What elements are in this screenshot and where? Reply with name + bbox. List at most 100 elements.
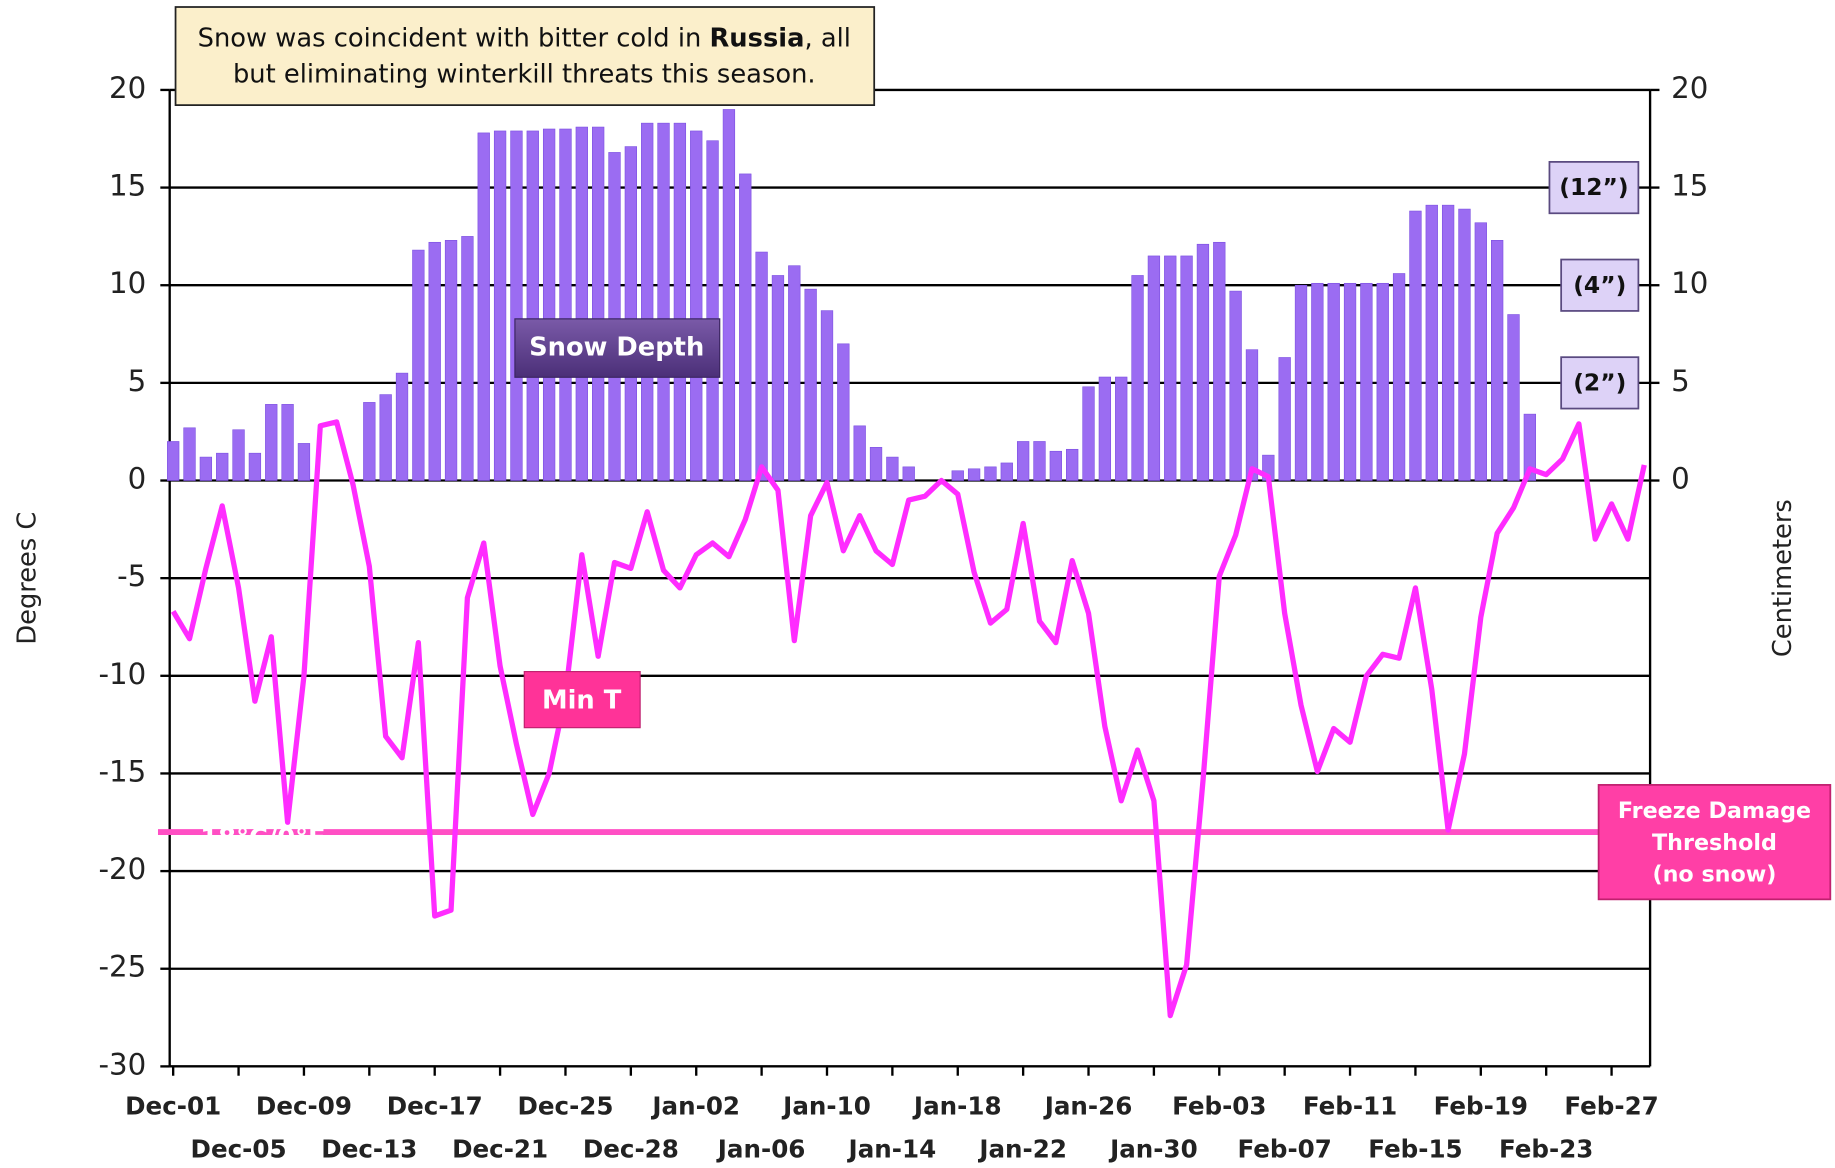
note-part: but eliminating winterkill threats this … (233, 59, 816, 89)
bar (510, 130, 523, 481)
bar (1376, 282, 1389, 481)
note-part: Snow was coincident with bitter cold in (198, 23, 710, 53)
bar (1049, 450, 1062, 481)
bar (706, 140, 719, 481)
y-tick-label: -30 (99, 1047, 147, 1081)
bar (461, 236, 474, 481)
x-tick-label: Jan-18 (912, 1091, 1002, 1120)
note-part: Russia (709, 23, 804, 53)
x-tick-label: Dec-01 (125, 1091, 221, 1120)
bar (281, 404, 294, 481)
bar (690, 130, 703, 481)
bar (1245, 349, 1259, 481)
bar (624, 146, 637, 481)
bar (199, 456, 213, 481)
note-text: but eliminating winterkill threats this … (233, 59, 816, 89)
bar (837, 343, 850, 481)
inch-note: (12”) (1559, 173, 1628, 201)
bar (559, 128, 572, 481)
bar (232, 429, 245, 481)
bar (1147, 255, 1161, 481)
bar (248, 452, 262, 481)
bar (1409, 210, 1422, 481)
x-tick-label: Feb-19 (1434, 1091, 1528, 1120)
bar (216, 452, 229, 481)
bar (1278, 357, 1291, 481)
x-tick-label: Dec-09 (256, 1091, 352, 1120)
x-tick-label: Dec-21 (452, 1134, 548, 1163)
x-tick-label: Dec-17 (387, 1091, 483, 1120)
x-tick-label: Feb-27 (1564, 1091, 1658, 1120)
bar (412, 249, 425, 481)
bar (853, 425, 866, 481)
legend-box (523, 671, 641, 729)
bar (444, 240, 458, 481)
x-tick-label: Feb-11 (1303, 1091, 1397, 1120)
bar (1491, 240, 1504, 481)
y-tick-label: 20 (109, 71, 146, 105)
bar (297, 443, 311, 481)
bar (1196, 243, 1210, 481)
bar (477, 132, 490, 481)
bar (902, 466, 915, 481)
x-tick-label: Jan-30 (1108, 1134, 1198, 1163)
x-tick-label: Feb-07 (1237, 1134, 1331, 1163)
bar (771, 275, 785, 481)
bar (673, 122, 687, 481)
bar (1213, 241, 1226, 481)
bar (1392, 273, 1406, 481)
threshold-note: Threshold (1652, 830, 1777, 856)
bar (1164, 255, 1177, 481)
bar (984, 466, 997, 481)
bar (657, 122, 670, 481)
bar (1311, 282, 1324, 481)
bar (739, 173, 752, 481)
bar (951, 470, 964, 481)
legend-box (514, 318, 721, 378)
legend-label: Snow Depth (529, 333, 704, 363)
y2-tick-label: 10 (1671, 266, 1708, 300)
y-tick-label: -25 (99, 950, 147, 984)
y-tick-label: 5 (128, 364, 147, 398)
x-tick-label: Dec-05 (191, 1134, 287, 1163)
bar (1082, 386, 1095, 481)
bar (869, 447, 883, 481)
bar (788, 265, 801, 481)
note-box (174, 6, 876, 106)
x-tick-label: Feb-03 (1172, 1091, 1266, 1120)
inch-note: (4”) (1573, 271, 1626, 299)
bar (1066, 448, 1079, 481)
y-axis-title: Degrees C (13, 512, 43, 645)
bar (1458, 208, 1471, 481)
y-tick-label: 0 (128, 462, 147, 496)
y2-tick-label: 15 (1671, 169, 1708, 203)
bar (886, 456, 899, 481)
x-tick-label: Jan-06 (716, 1134, 806, 1163)
bar (608, 152, 621, 481)
x-tick-label: Dec-28 (583, 1134, 679, 1163)
legend-label: Min T (542, 685, 622, 715)
y-tick-label: 15 (109, 169, 146, 203)
bar (1131, 275, 1144, 481)
bar (592, 126, 605, 481)
bar (493, 130, 507, 481)
y2-axis-title: Centimeters (1768, 499, 1798, 657)
x-tick-label: Feb-23 (1499, 1134, 1593, 1163)
bar (1033, 441, 1046, 481)
bar (804, 288, 817, 481)
note-text: Snow was coincident with bitter cold in … (198, 23, 851, 53)
threshold-label: -18°C/0°F (190, 824, 326, 854)
threshold-note: (no snow) (1652, 861, 1776, 887)
bar (967, 468, 981, 481)
line (170, 419, 1647, 1019)
x-tick-label: Jan-10 (781, 1091, 871, 1120)
x-tick-label: Jan-14 (847, 1134, 937, 1163)
bar (1327, 282, 1340, 481)
bar (575, 126, 588, 481)
bar (1425, 204, 1438, 481)
bar (265, 404, 278, 481)
x-tick-label: Jan-22 (977, 1134, 1067, 1163)
bar (1523, 413, 1536, 481)
bar (363, 402, 376, 481)
